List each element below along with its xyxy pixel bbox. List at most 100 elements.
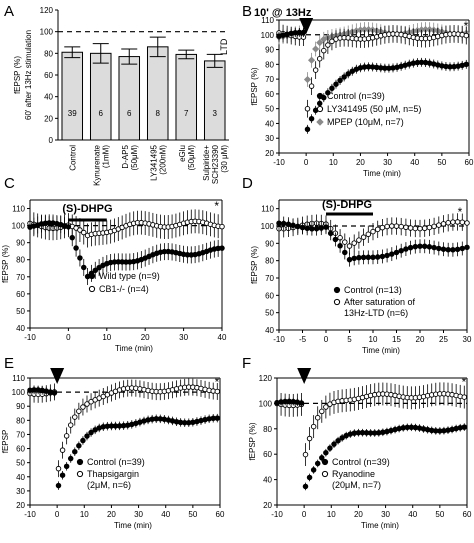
legend-marker bbox=[316, 105, 324, 113]
data-point bbox=[454, 219, 461, 225]
y-tick-label: 80 bbox=[265, 60, 274, 69]
data-point bbox=[342, 249, 348, 256]
category-label: SCH23390 bbox=[211, 144, 220, 184]
data-point bbox=[333, 81, 339, 87]
x-tick-label: 0 bbox=[304, 158, 309, 167]
category-label: (1mM) bbox=[101, 145, 110, 168]
data-point bbox=[84, 433, 90, 439]
data-point bbox=[370, 228, 376, 235]
data-point bbox=[81, 264, 87, 271]
drug-label: (S)-DHPG bbox=[322, 199, 372, 211]
data-point bbox=[76, 442, 82, 449]
legend-label: Control (n=39) bbox=[332, 457, 390, 467]
data-point bbox=[313, 225, 320, 232]
y-tick-label: 20 bbox=[265, 149, 274, 158]
data-point bbox=[81, 229, 87, 236]
legend-marker bbox=[76, 458, 84, 466]
data-point bbox=[407, 225, 414, 231]
x-tick-label: 30 bbox=[463, 335, 472, 344]
x-tick-label: 0 bbox=[55, 510, 60, 519]
data-point bbox=[321, 47, 327, 54]
data-point bbox=[319, 408, 325, 415]
data-point bbox=[421, 225, 428, 231]
data-point bbox=[310, 467, 317, 473]
y-tick-label: 60 bbox=[16, 290, 25, 299]
data-point bbox=[55, 482, 62, 489]
data-point bbox=[379, 224, 386, 231]
data-point bbox=[312, 67, 319, 73]
significance-star: * bbox=[464, 19, 469, 33]
y-axis-label: fEPSP bbox=[1, 430, 10, 454]
data-point bbox=[384, 223, 390, 230]
data-point bbox=[393, 249, 400, 256]
panel-e-axes: 20 30 40 50 60 70 80 90 100 110 -10 0 10 20 30 40 50 60 Ti… bbox=[1, 368, 225, 530]
category-label: Control bbox=[68, 145, 77, 171]
data-point bbox=[332, 236, 339, 243]
y-tick-label: 90 bbox=[16, 239, 25, 248]
legend-label: After saturation of bbox=[344, 297, 416, 307]
data-point bbox=[323, 224, 329, 230]
legend-marker bbox=[321, 470, 329, 478]
data-point bbox=[72, 448, 78, 455]
data-point bbox=[403, 246, 409, 252]
data-point bbox=[72, 414, 78, 420]
data-point bbox=[77, 227, 83, 233]
y-tick-label: 110 bbox=[261, 16, 274, 25]
data-point bbox=[219, 245, 225, 251]
bar-n-label: 39 bbox=[68, 109, 77, 118]
x-tick-label: 10 bbox=[329, 158, 338, 167]
legend-label: (20μM, n=7) bbox=[332, 480, 381, 490]
data-point bbox=[308, 115, 315, 122]
panel-letter-f: F bbox=[242, 355, 251, 372]
data-point bbox=[389, 251, 395, 257]
legend-label: Wild type (n=9) bbox=[99, 271, 160, 281]
bar-n-label: 6 bbox=[99, 109, 104, 118]
bar bbox=[146, 46, 169, 141]
data-point bbox=[403, 224, 409, 231]
data-point bbox=[308, 83, 315, 89]
y-tick-label: 40 bbox=[44, 93, 53, 102]
y-tick-label: 40 bbox=[16, 473, 25, 482]
data-point bbox=[342, 239, 348, 245]
y-tick-label: 70 bbox=[265, 274, 274, 283]
data-point bbox=[69, 234, 75, 241]
data-point bbox=[436, 222, 442, 228]
data-point bbox=[464, 220, 470, 226]
data-point bbox=[299, 224, 306, 231]
category-label: D-AP5 bbox=[121, 144, 130, 168]
y-tick-label: 80 bbox=[16, 416, 25, 425]
data-point bbox=[417, 225, 423, 232]
y-tick-label: 100 bbox=[261, 222, 275, 231]
data-point bbox=[88, 429, 94, 436]
bar-n-label: 8 bbox=[156, 109, 161, 118]
panel-letter-c: C bbox=[4, 175, 15, 192]
y-tick-label: 60 bbox=[265, 291, 274, 300]
data-point bbox=[463, 32, 470, 39]
x-tick-label: 10 bbox=[327, 510, 336, 519]
legend-marker bbox=[316, 92, 324, 100]
data-point bbox=[335, 437, 341, 444]
data-point bbox=[304, 126, 311, 133]
data-point bbox=[285, 221, 292, 227]
y-tick-label: 30 bbox=[265, 134, 274, 143]
data-point bbox=[463, 61, 470, 68]
data-point bbox=[329, 38, 335, 45]
legend-label: LY341495 (50 μM, n=5) bbox=[327, 104, 421, 114]
data-point bbox=[302, 483, 309, 490]
x-tick-label: 0 bbox=[324, 335, 329, 344]
y-axis-label-line1: fEPSP (%) bbox=[13, 56, 22, 94]
data-point bbox=[440, 221, 447, 227]
x-axis-label: Time (min) bbox=[114, 521, 152, 530]
data-point bbox=[370, 254, 376, 261]
panel-d-axes: 40 50 60 70 80 90 100 110 -10 -5 0 5 10 15 20 25 30 Time … bbox=[250, 199, 472, 355]
data-point bbox=[407, 244, 414, 251]
bar bbox=[61, 51, 84, 141]
data-point bbox=[337, 243, 343, 249]
x-tick-label: 40 bbox=[161, 510, 170, 519]
panel-b-axes: 20 30 40 50 60 70 80 90 100 110 -10 0 10 20 30 40 50 60 Ti… bbox=[250, 7, 474, 178]
panel-c-axes: 40 50 60 70 80 90 100 110 -10 0 10 20 30 40 Time (min)… bbox=[1, 199, 227, 353]
data-point bbox=[51, 390, 58, 396]
data-point bbox=[304, 225, 310, 232]
y-tick-label: 80 bbox=[16, 256, 25, 265]
x-tick-label: -5 bbox=[299, 335, 307, 344]
